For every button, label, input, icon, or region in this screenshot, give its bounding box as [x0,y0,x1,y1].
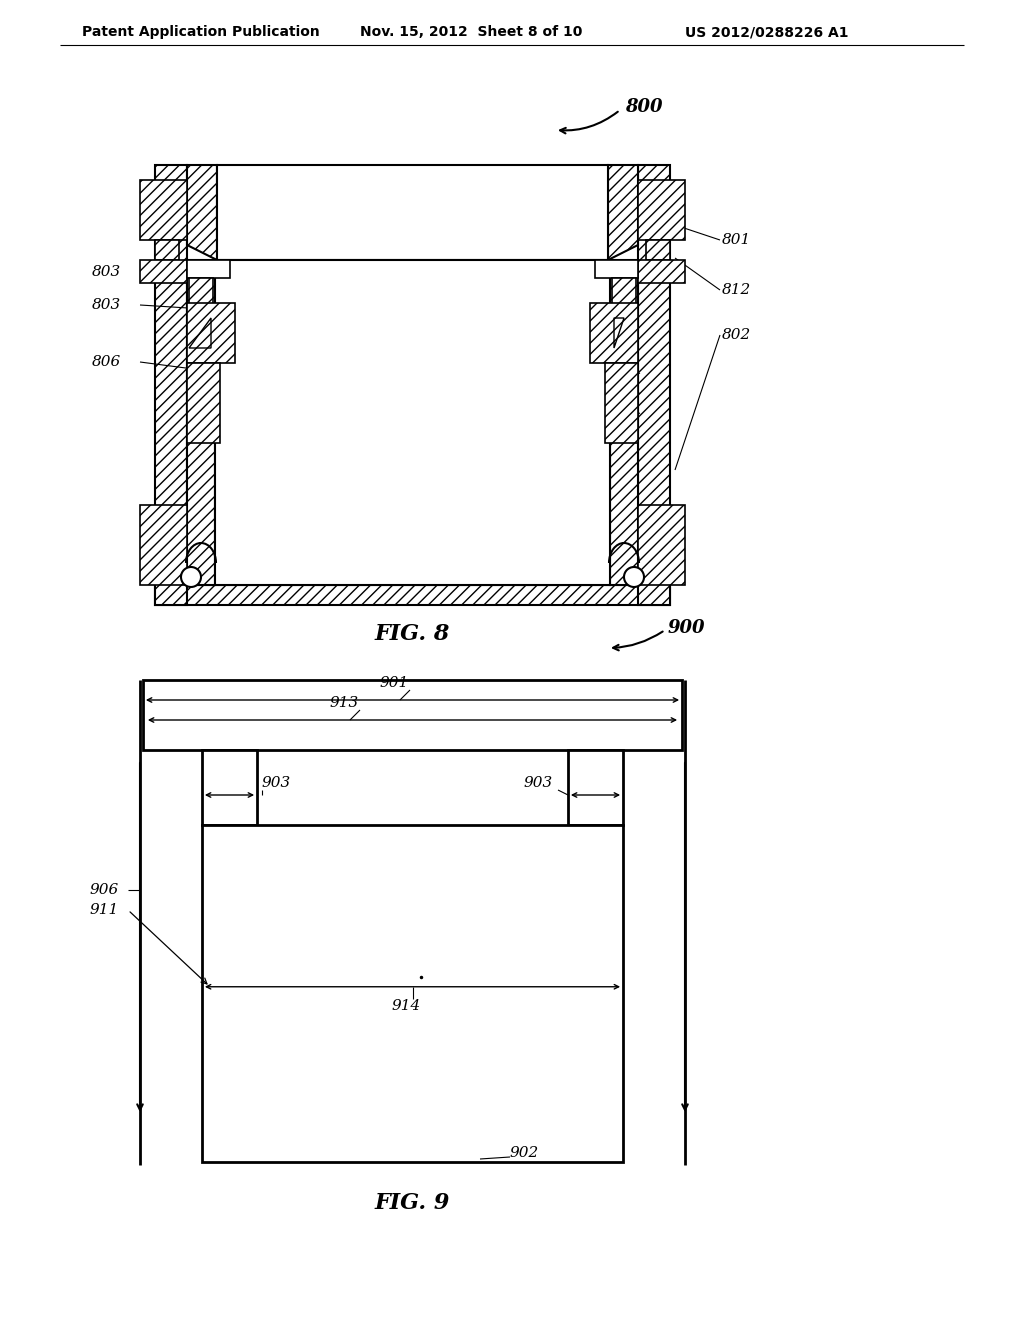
Bar [140,180,187,240]
Bar [155,165,187,605]
Text: FIG. 8: FIG. 8 [375,623,451,645]
Text: 800: 800 [625,98,663,116]
Text: 803: 803 [92,298,121,312]
Bar [187,260,230,279]
Bar [187,363,220,444]
Text: 812: 812 [722,282,752,297]
Text: 902: 902 [510,1146,540,1160]
Bar [155,240,179,260]
Text: 903: 903 [262,776,291,789]
Bar [189,279,213,348]
Text: 801: 801 [722,234,752,247]
Bar [610,260,638,585]
Text: 906: 906 [90,883,119,898]
Bar [202,750,257,825]
Bar [140,506,187,585]
Bar [590,304,638,363]
Bar [215,260,610,585]
Bar [202,825,623,1162]
Text: US 2012/0288226 A1: US 2012/0288226 A1 [685,25,849,40]
Text: 806: 806 [92,355,121,370]
Bar [187,304,234,363]
Text: 903: 903 [523,776,552,789]
Bar [155,585,670,605]
Bar [140,260,187,282]
Bar [638,165,670,605]
Bar [646,240,670,260]
Bar [638,506,685,585]
Polygon shape [608,165,638,260]
Bar [143,680,682,750]
Circle shape [624,568,644,587]
Bar [568,750,623,825]
Polygon shape [187,165,217,260]
Bar [612,279,636,348]
Text: 900: 900 [668,619,706,638]
Polygon shape [614,318,624,348]
Bar [638,260,685,282]
Bar [638,180,685,240]
Circle shape [181,568,201,587]
Text: 802: 802 [722,327,752,342]
Bar [595,260,638,279]
Bar [217,165,608,260]
Text: Nov. 15, 2012  Sheet 8 of 10: Nov. 15, 2012 Sheet 8 of 10 [360,25,583,40]
Text: 913: 913 [330,696,359,710]
Text: Patent Application Publication: Patent Application Publication [82,25,319,40]
Polygon shape [189,318,211,348]
Text: 911: 911 [90,903,119,917]
Bar [605,363,638,444]
Text: FIG. 9: FIG. 9 [375,1192,451,1214]
Text: 914: 914 [391,999,421,1012]
Text: 803: 803 [92,265,121,279]
Text: 901: 901 [380,676,410,690]
Bar [187,260,215,585]
